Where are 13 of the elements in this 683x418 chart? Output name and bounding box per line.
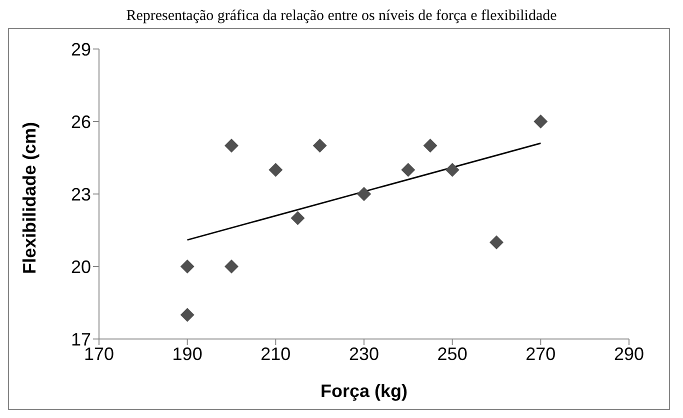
y-tick-label: 29 [70, 39, 91, 60]
x-axis-title: Força (kg) [320, 381, 408, 401]
x-tick-label: 190 [172, 344, 202, 364]
x-tick-label: 210 [260, 344, 291, 364]
x-tick-label: 290 [614, 344, 644, 364]
y-tick-label: 26 [70, 112, 91, 132]
x-tick-label: 250 [437, 344, 468, 364]
y-axis-title: Flexibilidade (cm) [19, 122, 40, 274]
x-tick-label: 230 [348, 344, 380, 364]
y-tick-label: 23 [70, 184, 91, 204]
y-tick-label: 20 [70, 256, 91, 277]
chart-title: Representação gráfica da relação entre os níveis de força e flexibilidade [125, 8, 558, 26]
x-tick-label: 270 [526, 344, 556, 364]
